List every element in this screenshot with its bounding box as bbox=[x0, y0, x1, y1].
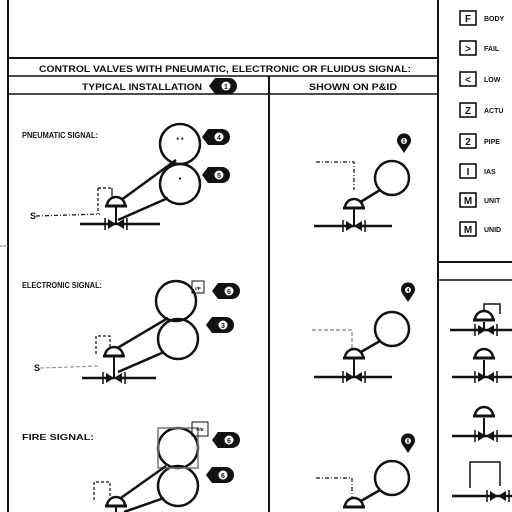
legend-symbol-box bbox=[459, 221, 477, 237]
legend-label: PIPE bbox=[484, 139, 500, 146]
legend-item: > FAIL bbox=[459, 40, 500, 56]
instrument-bubble bbox=[156, 317, 200, 361]
electronic-pid-diagram bbox=[312, 310, 411, 379]
col-left-hex-badge bbox=[209, 78, 237, 94]
legend-item: M UNID bbox=[459, 221, 501, 237]
callout-badge bbox=[212, 283, 240, 299]
legend-symbol: M bbox=[464, 225, 472, 236]
pid-callout-number: 6 bbox=[407, 439, 410, 445]
legend-label: UNID bbox=[484, 227, 501, 234]
legend-symbol: F bbox=[465, 14, 471, 25]
legend-symbol: < bbox=[465, 75, 471, 86]
legend-label: IAS bbox=[484, 169, 496, 176]
callout-badge bbox=[202, 167, 230, 183]
legend-symbol-box bbox=[459, 163, 477, 179]
callout-badge bbox=[206, 317, 234, 333]
legend-symbol-box bbox=[459, 10, 477, 26]
pneumatic-installation-diagram bbox=[35, 122, 202, 226]
legend-symbol: > bbox=[465, 44, 471, 55]
pid-callout-number: 6 bbox=[403, 139, 406, 145]
svg-text:● ●: ● ● bbox=[176, 136, 183, 142]
pneumatic-pid-diagram bbox=[314, 159, 411, 228]
col-typical-installation: TYPICAL INSTALLATION bbox=[82, 82, 202, 93]
callout-number: 6 bbox=[221, 473, 225, 480]
electronic-installation-diagram bbox=[39, 279, 205, 380]
legend-symbol: 2 bbox=[465, 137, 471, 148]
legend-symbol-box bbox=[459, 102, 477, 118]
converter-tag: P/E bbox=[196, 427, 203, 432]
legend-label: BODY bbox=[484, 16, 505, 23]
svg-text:S: S bbox=[30, 211, 36, 221]
callout-badge bbox=[206, 467, 234, 483]
callout-badge bbox=[212, 432, 240, 448]
section-label-electronic: ELECTRONIC SIGNAL: bbox=[22, 281, 102, 290]
instrument-bubble bbox=[158, 162, 202, 206]
instrument-bubble bbox=[156, 464, 200, 508]
callout-number: 5 bbox=[217, 173, 221, 180]
legend-item: M UNIT bbox=[459, 192, 501, 208]
instrument-bubble bbox=[373, 159, 411, 197]
instrument-bubble bbox=[373, 459, 411, 497]
legend-label: LOW bbox=[484, 77, 501, 84]
section-label-fire: FIRE SIGNAL: bbox=[22, 433, 94, 442]
legend-symbol-box bbox=[459, 40, 477, 56]
callout-number: 3 bbox=[221, 323, 225, 330]
legend-symbol: Z bbox=[465, 106, 471, 117]
fire-installation-diagram bbox=[93, 421, 209, 512]
section-label-pneumatic: PNEUMATIC SIGNAL: bbox=[22, 131, 98, 140]
legend-symbol: M bbox=[464, 196, 472, 207]
svg-text:S: S bbox=[34, 363, 40, 373]
instrument-bubble bbox=[373, 310, 411, 348]
legend-item: 2 PIPE bbox=[459, 133, 500, 149]
legend-label: UNIT bbox=[484, 198, 501, 205]
converter-tag: I/P bbox=[195, 286, 201, 291]
col-shown-on-pid: SHOWN ON P&ID bbox=[309, 82, 397, 93]
legend-item: Z ACTU bbox=[459, 102, 503, 118]
legend-symbol-box bbox=[459, 71, 477, 87]
legend-item: F BODY bbox=[459, 10, 505, 26]
callout-badge bbox=[202, 129, 230, 145]
instrument-bubble bbox=[154, 279, 198, 323]
col-left-badge-number: 1 bbox=[224, 84, 228, 91]
pid-callout-number: 4 bbox=[407, 288, 410, 294]
legend-label: FAIL bbox=[484, 46, 500, 53]
legend-label: ACTU bbox=[484, 108, 503, 115]
callout-number: 6 bbox=[227, 289, 231, 296]
legend-list: F BODY > FAIL < LOW Z ACTU 2 PIPE I IAS M UNIT M UNID bbox=[459, 10, 505, 237]
callout-number: 4 bbox=[217, 135, 221, 142]
legend-item: < LOW bbox=[459, 71, 501, 87]
legend-symbol-box bbox=[459, 133, 477, 149]
instrument-bubble bbox=[158, 122, 202, 166]
legend-symbol-box bbox=[459, 192, 477, 208]
legend-symbol: I bbox=[467, 167, 470, 178]
svg-text:●: ● bbox=[178, 176, 181, 182]
legend-item: I IAS bbox=[459, 163, 496, 179]
fire-pid-diagram bbox=[316, 459, 411, 507]
callout-number: 6 bbox=[227, 438, 231, 445]
sheet-title: CONTROL VALVES WITH PNEUMATIC, ELECTRONI… bbox=[39, 64, 411, 75]
